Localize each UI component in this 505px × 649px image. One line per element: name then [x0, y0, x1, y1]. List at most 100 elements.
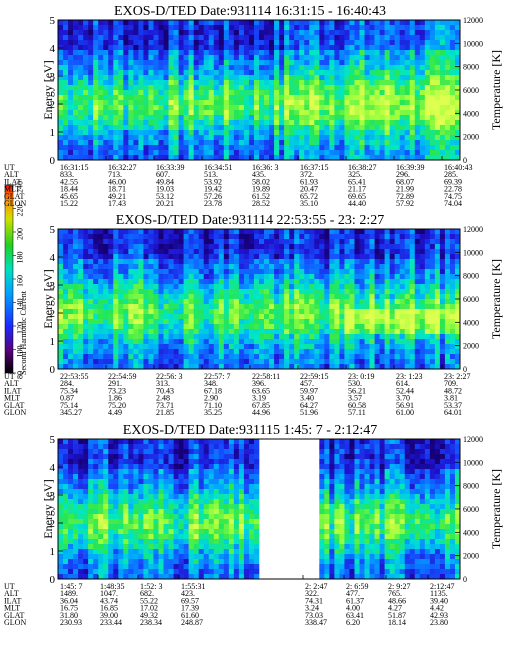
heat-cell [344, 150, 350, 156]
heat-cell [439, 254, 446, 260]
heat-cell [163, 90, 169, 96]
heat-cell [424, 269, 431, 275]
heat-cell [454, 334, 461, 340]
heat-cell [58, 115, 64, 121]
heat-cell [108, 40, 114, 46]
heat-cell [223, 324, 230, 330]
heat-cell [454, 145, 461, 151]
heat-cell [183, 35, 189, 41]
heat-cell [238, 155, 245, 161]
heat-cell [128, 354, 134, 360]
heat-cell [83, 334, 89, 340]
heat-cell [58, 469, 64, 475]
heat-cell [223, 259, 230, 265]
heat-cell [349, 75, 355, 81]
heat-cell [98, 299, 104, 305]
heat-cell [374, 244, 380, 250]
heat-cell [183, 249, 189, 255]
heat-cell [329, 314, 335, 320]
heat-cell [218, 229, 225, 235]
heat-cell [153, 65, 159, 71]
heat-cell [414, 319, 421, 325]
heat-cell [178, 40, 184, 46]
heat-cell [369, 130, 375, 136]
heat-cell [193, 80, 200, 86]
heat-cell [128, 120, 134, 126]
heat-cell [68, 444, 74, 450]
heat-cell [364, 115, 370, 121]
heat-cell [274, 150, 280, 156]
table-cell: 42.55 [60, 177, 78, 186]
heat-cell [269, 294, 275, 300]
heat-cell [88, 549, 94, 555]
heat-cell [248, 45, 255, 51]
heat-cell [449, 309, 456, 315]
heat-cell [399, 105, 406, 111]
colorbar-tick-label: 80 [16, 371, 25, 379]
heat-cell [158, 359, 164, 365]
heat-cell [364, 334, 370, 340]
heat-cell [369, 354, 375, 360]
heat-cell [248, 339, 255, 345]
heat-cell [133, 354, 139, 360]
heat-cell [429, 264, 436, 270]
heat-cell [259, 140, 265, 146]
heat-cell [68, 569, 74, 575]
heat-cell [68, 110, 74, 116]
heat-cell [329, 20, 335, 26]
heat-cell [238, 95, 245, 101]
heat-cell [218, 60, 225, 66]
heat-cell [454, 95, 461, 101]
heat-cell [243, 145, 250, 151]
heat-cell [208, 155, 215, 161]
heat-cell [163, 344, 169, 350]
heat-cell [269, 130, 275, 136]
heat-cell [279, 40, 285, 46]
heat-cell [78, 439, 84, 445]
heat-cell [83, 274, 89, 280]
heat-cell [424, 309, 431, 315]
heat-cell [339, 35, 345, 41]
heat-cell [73, 569, 79, 575]
heat-cell [68, 95, 74, 101]
heat-cell [349, 304, 355, 310]
heat-cell [248, 274, 255, 280]
heat-cell [198, 55, 205, 61]
heat-cell [208, 20, 215, 26]
heat-cell [138, 289, 144, 295]
heat-cell [233, 234, 240, 240]
heat-cell [68, 279, 74, 285]
heat-cell [63, 329, 69, 335]
heat-cell [259, 314, 265, 320]
heat-cell [243, 359, 250, 365]
heat-cell [93, 364, 99, 370]
heat-cell [88, 239, 94, 245]
heat-cell [354, 334, 360, 340]
heat-cell [284, 229, 290, 235]
heat-cell [454, 294, 461, 300]
heat-cell [203, 254, 210, 260]
heat-cell [424, 259, 431, 265]
heat-cell [138, 150, 144, 156]
heat-cell [98, 304, 104, 310]
heat-cell [103, 264, 109, 270]
heat-cell [264, 145, 270, 151]
table-cell: 513. [204, 170, 218, 179]
heat-cell [88, 364, 94, 370]
heat-cell [58, 534, 64, 540]
table-cell: 72.89 [396, 192, 414, 201]
heat-cell [63, 499, 69, 505]
heat-cell [98, 50, 104, 56]
heat-cell [454, 65, 461, 71]
heat-cell [228, 55, 235, 61]
heat-cell [83, 564, 89, 570]
heat-cell [193, 339, 200, 345]
heat-cell [329, 65, 335, 71]
heat-cell [384, 364, 390, 370]
heat-cell [304, 344, 310, 350]
heat-cell [133, 254, 139, 260]
heat-cell [158, 70, 164, 76]
heat-cell [399, 274, 406, 280]
heat-cell [118, 344, 124, 350]
heat-cell [384, 339, 390, 345]
